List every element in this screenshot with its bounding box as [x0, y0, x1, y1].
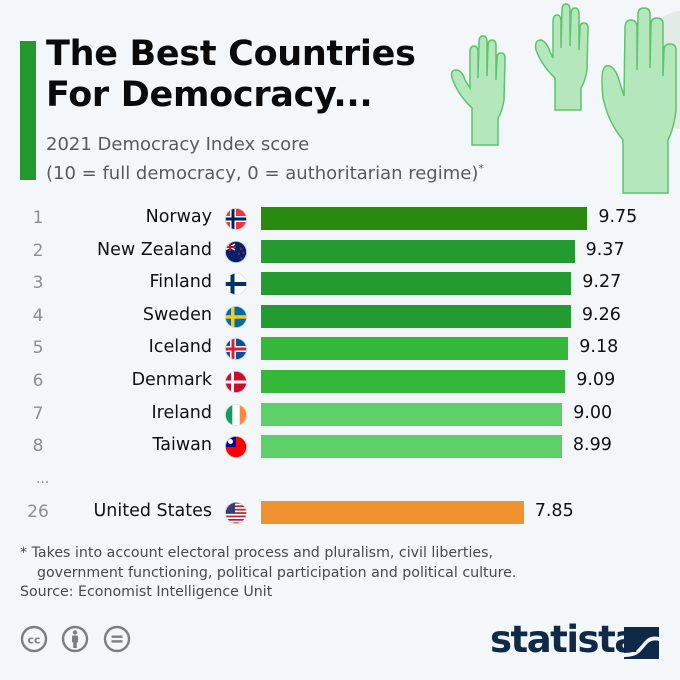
bar-united-states [261, 501, 524, 524]
taiwan-flag-icon [225, 436, 247, 458]
rank-label: 1 [32, 208, 44, 228]
country-label: United States [93, 501, 212, 521]
rank-label: 8 [32, 436, 44, 456]
footnote-marker: * [478, 162, 484, 175]
finland-flag-icon [225, 273, 247, 295]
rank-label: 26 [27, 502, 49, 522]
iceland-flag-icon [225, 338, 247, 360]
footnote: * Takes into account electoral process a… [20, 543, 516, 583]
country-label: Finland [149, 272, 212, 292]
title-accent-bar [20, 41, 36, 180]
rank-label: 2 [32, 241, 44, 261]
norway-flag-icon [225, 208, 247, 230]
rank-label: 4 [32, 306, 44, 326]
country-label: Taiwan [152, 435, 212, 455]
value-label: 9.75 [598, 207, 638, 227]
footnote-line-2: government functioning, political partic… [37, 565, 517, 581]
ireland-flag-icon [225, 404, 247, 426]
value-label: 9.27 [582, 272, 622, 292]
country-label: Norway [145, 207, 212, 227]
hand-large-icon [601, 7, 677, 194]
value-label: 7.85 [534, 501, 574, 521]
country-label: Iceland [148, 337, 212, 357]
bar-sweden [261, 305, 571, 328]
value-label: 9.26 [581, 305, 621, 325]
attribution-icon[interactable] [61, 625, 89, 653]
hand-medium-icon [534, 3, 589, 111]
statista-logo-text[interactable]: statista [490, 618, 639, 661]
value-label: 9.18 [579, 337, 619, 357]
chart-subtitle: 2021 Democracy Index score (10 = full de… [46, 133, 484, 186]
rank-label: 5 [32, 338, 44, 358]
raised-hands-illustration [450, 3, 680, 194]
bar-norway [261, 207, 588, 230]
rank-gap-marker: ... [36, 471, 50, 487]
value-label: 9.09 [576, 370, 616, 390]
no-derivatives-icon[interactable] [103, 625, 131, 653]
page-title: The Best Countries For Democracy... [46, 34, 416, 116]
bar-new-zealand [261, 240, 575, 263]
value-label: 8.99 [572, 435, 612, 455]
source-note: Source: Economist Intelligence Unit [20, 584, 273, 600]
statista-logo-icon[interactable] [624, 627, 659, 659]
new-zealand-flag-icon [225, 241, 247, 263]
value-label: 9.00 [573, 403, 613, 423]
footnote-line-1: * Takes into account electoral process a… [20, 545, 494, 561]
country-label: New Zealand [97, 240, 212, 260]
country-label: Sweden [142, 305, 212, 325]
denmark-flag-icon [225, 371, 247, 393]
hand-small-icon [450, 35, 506, 146]
title-line-2: For Democracy... [46, 75, 373, 115]
sweden-flag-icon [225, 306, 247, 328]
creative-commons-icon[interactable]: cc [20, 625, 48, 653]
rank-label: 7 [32, 404, 44, 424]
united-states-flag-icon [225, 502, 247, 524]
rank-label: 6 [32, 371, 44, 391]
value-label: 9.37 [585, 240, 625, 260]
rank-label: 3 [32, 273, 44, 293]
country-label: Denmark [131, 370, 212, 390]
bar-iceland [261, 337, 569, 360]
bar-finland [261, 272, 572, 295]
svg-text:cc: cc [27, 634, 40, 647]
subtitle-line-2-wrap: (10 = full democracy, 0 = authoritarian … [46, 157, 484, 186]
country-label: Ireland [151, 403, 212, 423]
title-line-1: The Best Countries [46, 34, 416, 74]
subtitle-line-1: 2021 Democracy Index score [46, 134, 310, 155]
subtitle-line-2: (10 = full democracy, 0 = authoritarian … [46, 163, 479, 184]
bar-taiwan [261, 435, 562, 458]
bar-ireland [261, 403, 563, 426]
bar-denmark [261, 370, 566, 393]
